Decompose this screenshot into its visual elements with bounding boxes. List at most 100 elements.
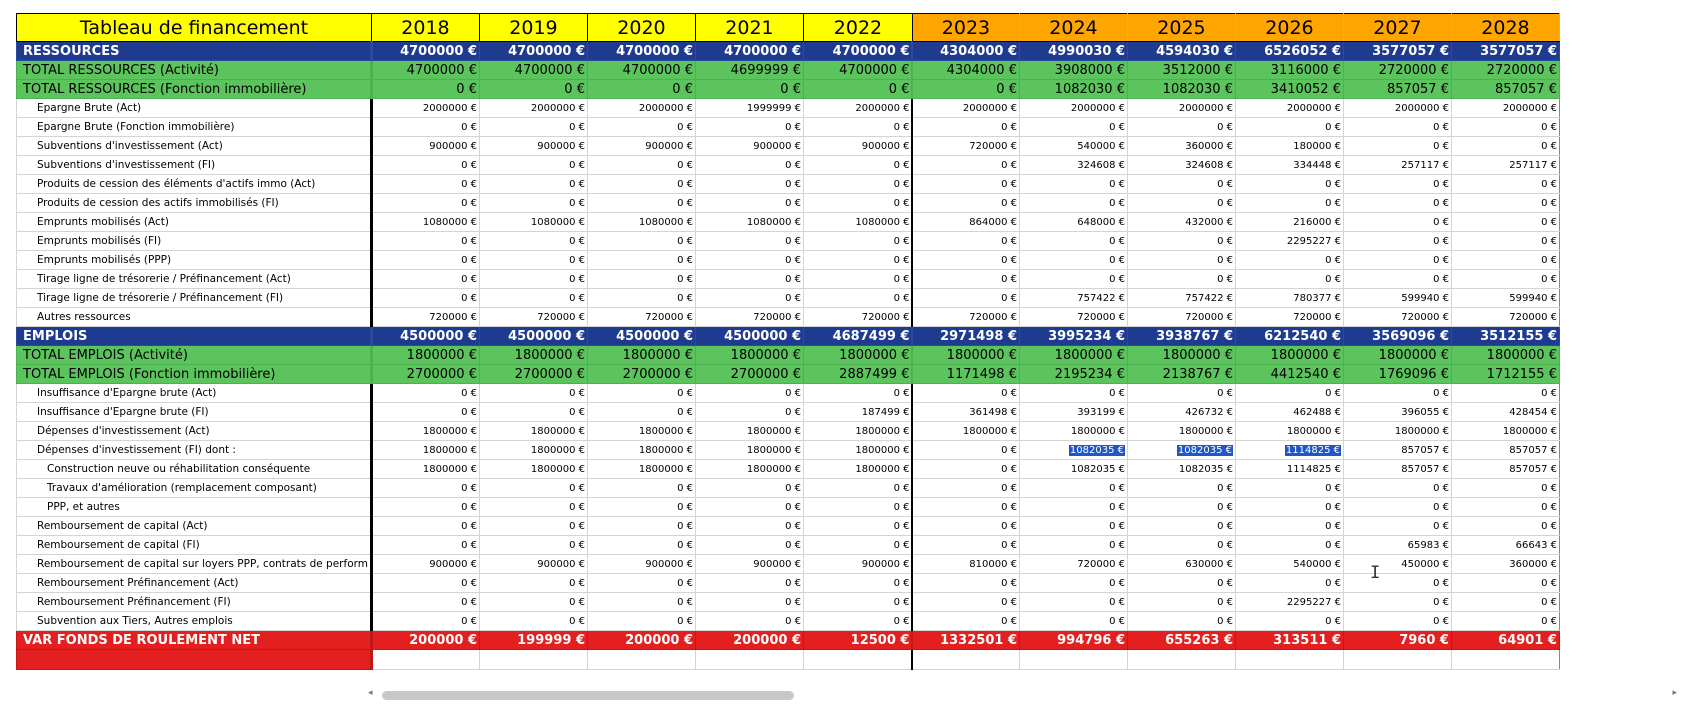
value-cell[interactable]: 0 € bbox=[694, 611, 804, 631]
value-cell[interactable]: 1800000 € bbox=[586, 345, 696, 365]
value-cell[interactable]: 0 € bbox=[911, 79, 1020, 99]
value-cell[interactable]: 0 € bbox=[370, 535, 480, 555]
value-cell[interactable]: 0 € bbox=[478, 79, 588, 99]
value-cell[interactable]: 0 € bbox=[1234, 250, 1344, 270]
value-cell[interactable]: 1800000 € bbox=[1342, 345, 1452, 365]
year-header-2019[interactable]: 2019 bbox=[478, 13, 588, 42]
value-cell[interactable]: 1800000 € bbox=[1234, 345, 1344, 365]
value-cell[interactable]: 0 € bbox=[1018, 535, 1128, 555]
value-cell[interactable]: 1332501 € bbox=[911, 630, 1020, 650]
value-cell[interactable]: 994796 € bbox=[1018, 630, 1128, 650]
value-cell[interactable]: 0 € bbox=[1234, 497, 1344, 517]
value-cell[interactable]: 1800000 € bbox=[370, 421, 480, 441]
value-cell[interactable]: 0 € bbox=[911, 497, 1020, 517]
value-cell[interactable]: 0 € bbox=[370, 516, 480, 536]
value-cell[interactable]: 900000 € bbox=[370, 136, 480, 156]
value-cell[interactable]: 0 € bbox=[370, 193, 480, 213]
value-cell[interactable]: 720000 € bbox=[1018, 554, 1128, 574]
value-cell[interactable]: 0 € bbox=[1126, 117, 1236, 137]
value-cell[interactable]: 0 € bbox=[478, 269, 588, 289]
value-cell[interactable]: 0 € bbox=[478, 231, 588, 251]
value-cell[interactable]: 7960 € bbox=[1342, 630, 1452, 650]
value-cell[interactable]: 0 € bbox=[1126, 611, 1236, 631]
empty-cell[interactable] bbox=[1450, 649, 1560, 670]
value-cell[interactable]: 0 € bbox=[586, 497, 696, 517]
value-cell[interactable]: 0 € bbox=[1342, 117, 1452, 137]
value-cell[interactable]: 0 € bbox=[911, 573, 1020, 593]
year-header-2026[interactable]: 2026 bbox=[1234, 13, 1344, 42]
value-cell[interactable]: 313511 € bbox=[1234, 630, 1344, 650]
value-cell[interactable]: 0 € bbox=[370, 250, 480, 270]
value-cell[interactable]: 1080000 € bbox=[802, 212, 914, 232]
value-cell[interactable]: 720000 € bbox=[1234, 307, 1344, 327]
value-cell[interactable]: 900000 € bbox=[586, 136, 696, 156]
value-cell[interactable]: 6526052 € bbox=[1234, 41, 1344, 61]
value-cell[interactable]: 2971498 € bbox=[911, 326, 1020, 346]
value-cell[interactable]: 0 € bbox=[1234, 174, 1344, 194]
value-cell[interactable]: 0 € bbox=[694, 79, 804, 99]
value-cell[interactable]: 0 € bbox=[478, 402, 588, 422]
value-cell[interactable]: 200000 € bbox=[370, 630, 480, 650]
value-cell[interactable]: 0 € bbox=[1126, 516, 1236, 536]
value-cell[interactable]: 0 € bbox=[370, 117, 480, 137]
value-cell[interactable]: 857057 € bbox=[1450, 459, 1560, 479]
value-cell[interactable]: 432000 € bbox=[1126, 212, 1236, 232]
value-cell[interactable]: 0 € bbox=[478, 516, 588, 536]
value-cell[interactable]: 0 € bbox=[1342, 212, 1452, 232]
value-cell[interactable]: 0 € bbox=[1018, 573, 1128, 593]
value-cell[interactable]: 0 € bbox=[370, 573, 480, 593]
row-label[interactable]: Dépenses d'investissement (FI) dont : bbox=[16, 440, 373, 460]
value-cell[interactable]: 0 € bbox=[1450, 478, 1560, 498]
value-cell[interactable]: 3512155 € bbox=[1450, 326, 1560, 346]
row-label[interactable]: Remboursement de capital sur loyers PPP,… bbox=[16, 554, 373, 574]
row-label[interactable]: Remboursement Préfinancement (Act) bbox=[16, 573, 373, 593]
value-cell[interactable]: 65983 € bbox=[1342, 535, 1452, 555]
value-cell[interactable]: 900000 € bbox=[802, 136, 914, 156]
row-label[interactable]: Remboursement de capital (FI) bbox=[16, 535, 373, 555]
value-cell[interactable]: 0 € bbox=[1450, 592, 1560, 612]
value-cell[interactable]: 0 € bbox=[1450, 174, 1560, 194]
row-label[interactable]: Subvention aux Tiers, Autres emplois bbox=[16, 611, 373, 631]
value-cell[interactable]: 0 € bbox=[802, 478, 914, 498]
row-label[interactable]: Produits de cession des actifs immobilis… bbox=[16, 193, 373, 213]
value-cell[interactable]: 0 € bbox=[802, 155, 914, 175]
value-cell[interactable]: 2295227 € bbox=[1234, 231, 1344, 251]
value-cell[interactable]: 216000 € bbox=[1234, 212, 1344, 232]
value-cell[interactable]: 4304000 € bbox=[911, 60, 1020, 80]
value-cell[interactable]: 360000 € bbox=[1126, 136, 1236, 156]
value-cell[interactable]: 1999999 € bbox=[694, 98, 804, 118]
value-cell[interactable]: 0 € bbox=[1450, 573, 1560, 593]
value-cell[interactable]: 857057 € bbox=[1450, 440, 1560, 460]
value-cell[interactable]: 1800000 € bbox=[1450, 345, 1560, 365]
value-cell[interactable]: 200000 € bbox=[586, 630, 696, 650]
scroll-left-icon[interactable]: ◂ bbox=[368, 688, 373, 698]
value-cell[interactable]: 2700000 € bbox=[478, 364, 588, 384]
empty-cell[interactable] bbox=[586, 649, 696, 670]
value-cell[interactable]: 0 € bbox=[1126, 174, 1236, 194]
value-cell[interactable]: 0 € bbox=[370, 383, 480, 403]
row-label[interactable]: Tirage ligne de trésorerie / Préfinancem… bbox=[16, 288, 373, 308]
value-cell[interactable]: 900000 € bbox=[478, 136, 588, 156]
value-cell[interactable]: 0 € bbox=[1342, 592, 1452, 612]
value-cell[interactable]: 0 € bbox=[1450, 516, 1560, 536]
value-cell[interactable]: 0 € bbox=[1450, 497, 1560, 517]
value-cell[interactable]: 0 € bbox=[802, 535, 914, 555]
row-label[interactable]: Subventions d'investissement (FI) bbox=[16, 155, 373, 175]
value-cell[interactable]: 64901 € bbox=[1450, 630, 1560, 650]
value-cell[interactable]: 0 € bbox=[694, 250, 804, 270]
value-cell[interactable]: 0 € bbox=[1018, 592, 1128, 612]
value-cell[interactable]: 3995234 € bbox=[1018, 326, 1128, 346]
value-cell[interactable]: 2000000 € bbox=[478, 98, 588, 118]
value-cell[interactable]: 0 € bbox=[911, 288, 1020, 308]
value-cell[interactable]: 2700000 € bbox=[370, 364, 480, 384]
value-cell[interactable]: 3938767 € bbox=[1126, 326, 1236, 346]
value-cell[interactable]: 0 € bbox=[1450, 117, 1560, 137]
value-cell[interactable]: 180000 € bbox=[1234, 136, 1344, 156]
value-cell[interactable]: 0 € bbox=[1234, 193, 1344, 213]
value-cell[interactable]: 2000000 € bbox=[1234, 98, 1344, 118]
value-cell[interactable]: 462488 € bbox=[1234, 402, 1344, 422]
value-cell[interactable]: 3569096 € bbox=[1342, 326, 1452, 346]
value-cell[interactable]: 2720000 € bbox=[1342, 60, 1452, 80]
value-cell[interactable]: 4304000 € bbox=[911, 41, 1020, 61]
horizontal-scrollbar[interactable]: ◂ ▸ bbox=[364, 687, 1679, 703]
